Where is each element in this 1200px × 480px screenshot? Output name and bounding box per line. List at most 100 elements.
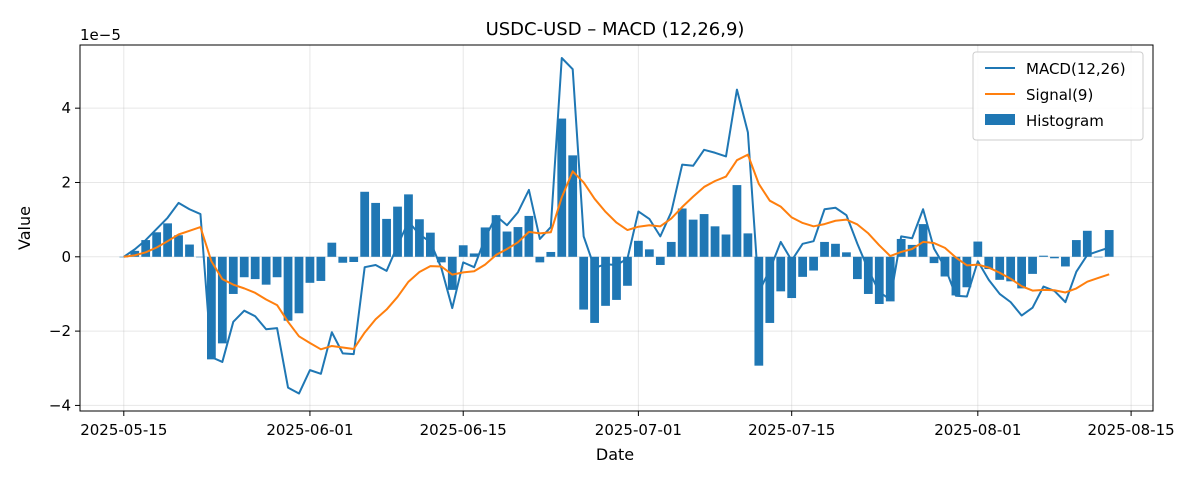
legend-box bbox=[972, 51, 1144, 141]
histogram-bar bbox=[447, 256, 457, 290]
y-offset-label: 1e−5 bbox=[80, 26, 121, 44]
histogram-bar bbox=[644, 249, 654, 257]
histogram-bar bbox=[1104, 230, 1114, 257]
histogram-bar bbox=[995, 256, 1005, 280]
x-tick-label: 2025-06-01 bbox=[266, 421, 353, 439]
y-tick-label: 0 bbox=[61, 248, 71, 266]
histogram-bar bbox=[316, 256, 326, 281]
histogram-bar bbox=[480, 227, 490, 257]
histogram-bar bbox=[809, 256, 818, 271]
histogram-bar bbox=[951, 256, 961, 296]
histogram-bar bbox=[743, 233, 753, 257]
histogram-bar bbox=[1071, 240, 1081, 257]
histogram-bar bbox=[754, 256, 764, 366]
x-tick-label: 2025-05-15 bbox=[80, 421, 167, 439]
histogram-bar bbox=[404, 194, 413, 257]
histogram-bar bbox=[677, 208, 687, 257]
histogram-bar bbox=[863, 256, 873, 294]
histogram-bar bbox=[436, 256, 446, 263]
legend-macd-label: MACD(12,26) bbox=[1026, 60, 1126, 78]
histogram-bar bbox=[666, 241, 676, 257]
histogram-bar bbox=[217, 256, 227, 344]
histogram-bar bbox=[491, 215, 501, 257]
y-axis-ticks: −4 −2 0 2 4 bbox=[49, 99, 80, 414]
histogram-bar bbox=[885, 256, 895, 302]
x-tick-label: 2025-08-15 bbox=[1088, 421, 1175, 439]
histogram-bar bbox=[261, 256, 271, 285]
histogram-bar bbox=[765, 256, 775, 323]
signal-line bbox=[123, 153, 1110, 351]
histogram-bar bbox=[469, 253, 479, 257]
y-tick-label: −4 bbox=[49, 396, 71, 414]
histogram-bar bbox=[1039, 255, 1048, 257]
histogram-bar bbox=[305, 256, 315, 283]
y-tick-label: 4 bbox=[61, 99, 71, 117]
legend-histogram-swatch bbox=[985, 114, 1015, 125]
histogram-bar bbox=[524, 215, 534, 257]
histogram-bar bbox=[272, 256, 282, 278]
histogram-bar bbox=[776, 256, 786, 292]
x-axis-ticks: 2025-05-15 2025-06-01 2025-06-15 2025-07-01… bbox=[80, 411, 1175, 439]
histogram-bar bbox=[239, 256, 249, 278]
series-lines bbox=[123, 57, 1110, 395]
histogram-bar bbox=[458, 245, 468, 257]
histogram-bar bbox=[710, 226, 720, 257]
histogram-bar bbox=[798, 256, 808, 277]
histogram-bar bbox=[820, 241, 829, 257]
histogram-bar bbox=[699, 214, 709, 257]
histogram-bar bbox=[283, 256, 293, 321]
histogram-bar bbox=[360, 191, 370, 257]
histogram-bar bbox=[896, 238, 906, 257]
histogram-bar bbox=[338, 256, 348, 263]
histogram-bar bbox=[568, 155, 578, 257]
histogram-bar bbox=[1082, 230, 1092, 257]
histogram-bars bbox=[119, 118, 1114, 366]
x-tick-label: 2025-07-01 bbox=[595, 421, 682, 439]
histogram-bar bbox=[1093, 256, 1103, 258]
histogram-bar bbox=[294, 256, 304, 314]
histogram-bar bbox=[962, 256, 972, 288]
histogram-bar bbox=[612, 256, 621, 300]
histogram-bar bbox=[415, 219, 424, 257]
histogram-bar bbox=[732, 185, 742, 257]
histogram-bar bbox=[787, 256, 797, 299]
histogram-bar bbox=[152, 232, 162, 257]
histogram-bar bbox=[425, 232, 435, 257]
histogram-bar bbox=[228, 256, 238, 294]
histogram-bar bbox=[130, 250, 140, 257]
x-tick-label: 2025-06-15 bbox=[420, 421, 507, 439]
histogram-bar bbox=[1017, 256, 1026, 289]
histogram-bar bbox=[393, 206, 402, 257]
chart-title: USDC-USD – MACD (12,26,9) bbox=[486, 19, 745, 40]
histogram-bar bbox=[623, 256, 632, 286]
histogram-bar bbox=[185, 244, 194, 257]
histogram-bar bbox=[874, 256, 884, 304]
histogram-bar bbox=[842, 252, 851, 257]
histogram-bar bbox=[973, 241, 983, 257]
histogram-bar bbox=[546, 251, 556, 257]
legend-signal-label: Signal(9) bbox=[1026, 86, 1093, 104]
histogram-bar bbox=[371, 202, 381, 257]
x-tick-label: 2025-08-01 bbox=[934, 421, 1021, 439]
histogram-bar bbox=[174, 235, 183, 257]
legend-histogram-label: Histogram bbox=[1026, 112, 1104, 130]
x-tick-label: 2025-07-15 bbox=[748, 421, 835, 439]
histogram-bar bbox=[907, 244, 917, 257]
histogram-bar bbox=[634, 240, 643, 257]
histogram-bar bbox=[382, 218, 391, 257]
x-axis-label: Date bbox=[596, 445, 634, 464]
histogram-bar bbox=[984, 256, 994, 270]
macd-line bbox=[123, 57, 1110, 395]
plot-area bbox=[79, 44, 1154, 412]
histogram-bar bbox=[1050, 256, 1059, 259]
y-tick-label: −2 bbox=[49, 322, 71, 340]
histogram-bar bbox=[688, 219, 698, 257]
histogram-bar bbox=[579, 256, 589, 310]
histogram-bar bbox=[831, 243, 840, 257]
histogram-bar bbox=[327, 242, 337, 257]
histogram-bar bbox=[721, 234, 731, 257]
histogram-bar bbox=[918, 224, 928, 257]
histogram-bar bbox=[852, 256, 862, 280]
histogram-bar bbox=[502, 231, 512, 257]
